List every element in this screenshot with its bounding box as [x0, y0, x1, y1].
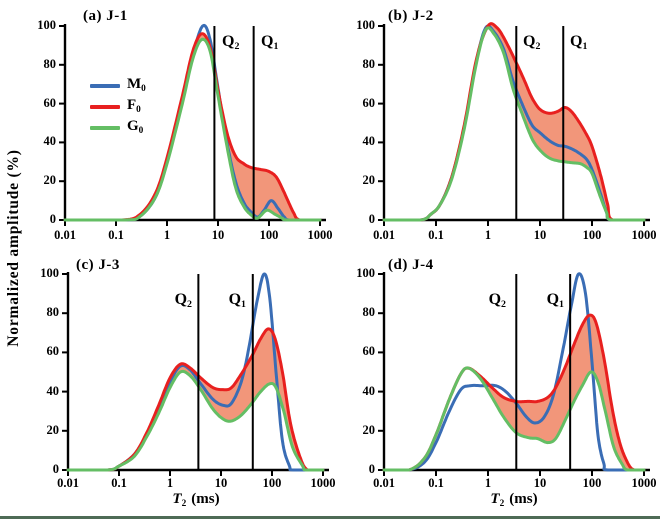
q1-annotation-panel-b: Q1 — [570, 33, 588, 53]
x-axis-title-panel-d: T2 (ms) — [490, 491, 538, 510]
x-axis-title-panel-c: T2 (ms) — [172, 491, 220, 510]
y-tick-label-panel-b: 100 — [356, 18, 375, 32]
y-tick-label-panel-a: 60 — [43, 95, 57, 110]
x-tick-label-panel-a: 100 — [259, 228, 279, 242]
x-tick-label-panel-c: 10 — [214, 476, 228, 490]
y-tick-label-panel-b: 40 — [362, 134, 376, 149]
fill-region-panel-b — [384, 23, 644, 220]
y-tick-label-panel-c: 80 — [46, 305, 60, 320]
q1-annotation-panel-c: Q1 — [228, 291, 246, 311]
legend-label-m0: M0 — [127, 76, 146, 95]
x-tick-label-panel-a: 0.01 — [54, 228, 76, 242]
panel-c-title: (c) J-3 — [76, 257, 120, 273]
y-tick-label-panel-a: 20 — [43, 173, 57, 188]
x-tick-label-panel-d: 1 — [484, 476, 492, 490]
y-tick-label-panel-d: 0 — [368, 462, 375, 476]
x-tick-label-panel-d: 1000 — [631, 476, 657, 490]
legend-label-g0: G0 — [127, 118, 144, 137]
x-tick-label-panel-c: 100 — [262, 476, 282, 490]
legend-line-g0-swatch — [90, 125, 120, 130]
curve-g0-panel-b — [382, 26, 646, 222]
x-tick-label-panel-c: 1000 — [310, 476, 336, 490]
x-tick-label-panel-a: 1000 — [307, 228, 333, 242]
legend-label-f0: F0 — [127, 97, 141, 116]
q1-annotation-panel-d: Q1 — [546, 291, 564, 311]
curve-g0-panel-d — [382, 366, 646, 472]
x-tick-label-panel-d: 100 — [582, 476, 602, 490]
x-tick-label-panel-c: 0.1 — [111, 476, 127, 490]
fill-region-panel-c — [68, 328, 323, 470]
fill-region-panel-d — [384, 315, 644, 470]
legend-item-f0: F0 — [90, 96, 146, 117]
panel-a-title: (a) J-1 — [83, 8, 128, 24]
x-tick-label-panel-b: 0.1 — [428, 228, 444, 242]
y-tick-label-panel-b: 0 — [368, 212, 375, 226]
q2-annotation-panel-c: Q2 — [174, 291, 192, 311]
y-tick-label-panel-a: 0 — [49, 212, 56, 226]
y-tick-label-panel-b: 80 — [362, 56, 376, 71]
legend: M0 F0 G0 — [90, 75, 146, 138]
curve-g0-panel-c — [66, 369, 325, 472]
panel-b-title: (b) J-2 — [388, 8, 434, 24]
panel-d-title: (d) J-4 — [388, 257, 434, 273]
y-tick-label-panel-a: 40 — [43, 134, 57, 149]
q2-annotation-panel-b: Q2 — [523, 33, 541, 53]
q2-annotation-panel-a: Q2 — [222, 33, 240, 53]
y-tick-label-panel-c: 60 — [46, 344, 60, 359]
y-tick-label-panel-b: 60 — [362, 95, 376, 110]
y-tick-label-panel-c: 100 — [40, 266, 59, 280]
x-tick-label-panel-b: 10 — [533, 228, 547, 242]
x-tick-label-panel-b: 0.01 — [373, 228, 395, 242]
q2-annotation-panel-d: Q2 — [488, 291, 506, 311]
y-tick-label-panel-b: 20 — [362, 173, 376, 188]
x-tick-label-panel-b: 1000 — [631, 228, 657, 242]
x-tick-label-panel-a: 1 — [163, 228, 171, 242]
x-tick-label-panel-d: 0.1 — [428, 476, 444, 490]
y-tick-label-panel-c: 40 — [46, 383, 60, 398]
fill-region-panel-a — [65, 33, 320, 221]
x-tick-label-panel-a: 10 — [211, 228, 225, 242]
curve-f0-panel-a — [63, 32, 322, 222]
legend-item-g0: G0 — [90, 117, 146, 138]
x-tick-label-panel-d: 0.01 — [373, 476, 395, 490]
y-tick-label-panel-a: 100 — [37, 18, 56, 32]
y-tick-label-panel-d: 80 — [362, 305, 376, 320]
y-axis-title: Normalized amplitude (%) — [5, 149, 22, 347]
y-tick-label-panel-d: 20 — [362, 422, 376, 437]
legend-item-m0: M0 — [90, 75, 146, 96]
x-tick-label-panel-c: 0.01 — [57, 476, 79, 490]
x-tick-label-panel-a: 0.1 — [108, 228, 124, 242]
x-tick-label-panel-c: 1 — [166, 476, 174, 490]
y-tick-label-panel-d: 100 — [356, 266, 375, 280]
y-tick-label-panel-c: 0 — [52, 462, 59, 476]
y-tick-label-panel-a: 80 — [43, 56, 57, 71]
curve-f0-panel-b — [382, 22, 646, 222]
x-tick-label-panel-b: 1 — [484, 228, 492, 242]
q1-annotation-panel-a: Q1 — [261, 33, 279, 53]
bottom-rule — [0, 516, 660, 519]
x-tick-label-panel-d: 10 — [533, 476, 547, 490]
y-tick-label-panel-d: 60 — [362, 344, 376, 359]
x-tick-label-panel-b: 100 — [582, 228, 602, 242]
legend-line-m0-swatch — [90, 83, 120, 88]
legend-line-f0-swatch — [90, 104, 120, 109]
y-tick-label-panel-c: 20 — [46, 422, 60, 437]
y-tick-label-panel-d: 40 — [362, 383, 376, 398]
curve-g0-panel-a — [63, 37, 322, 222]
